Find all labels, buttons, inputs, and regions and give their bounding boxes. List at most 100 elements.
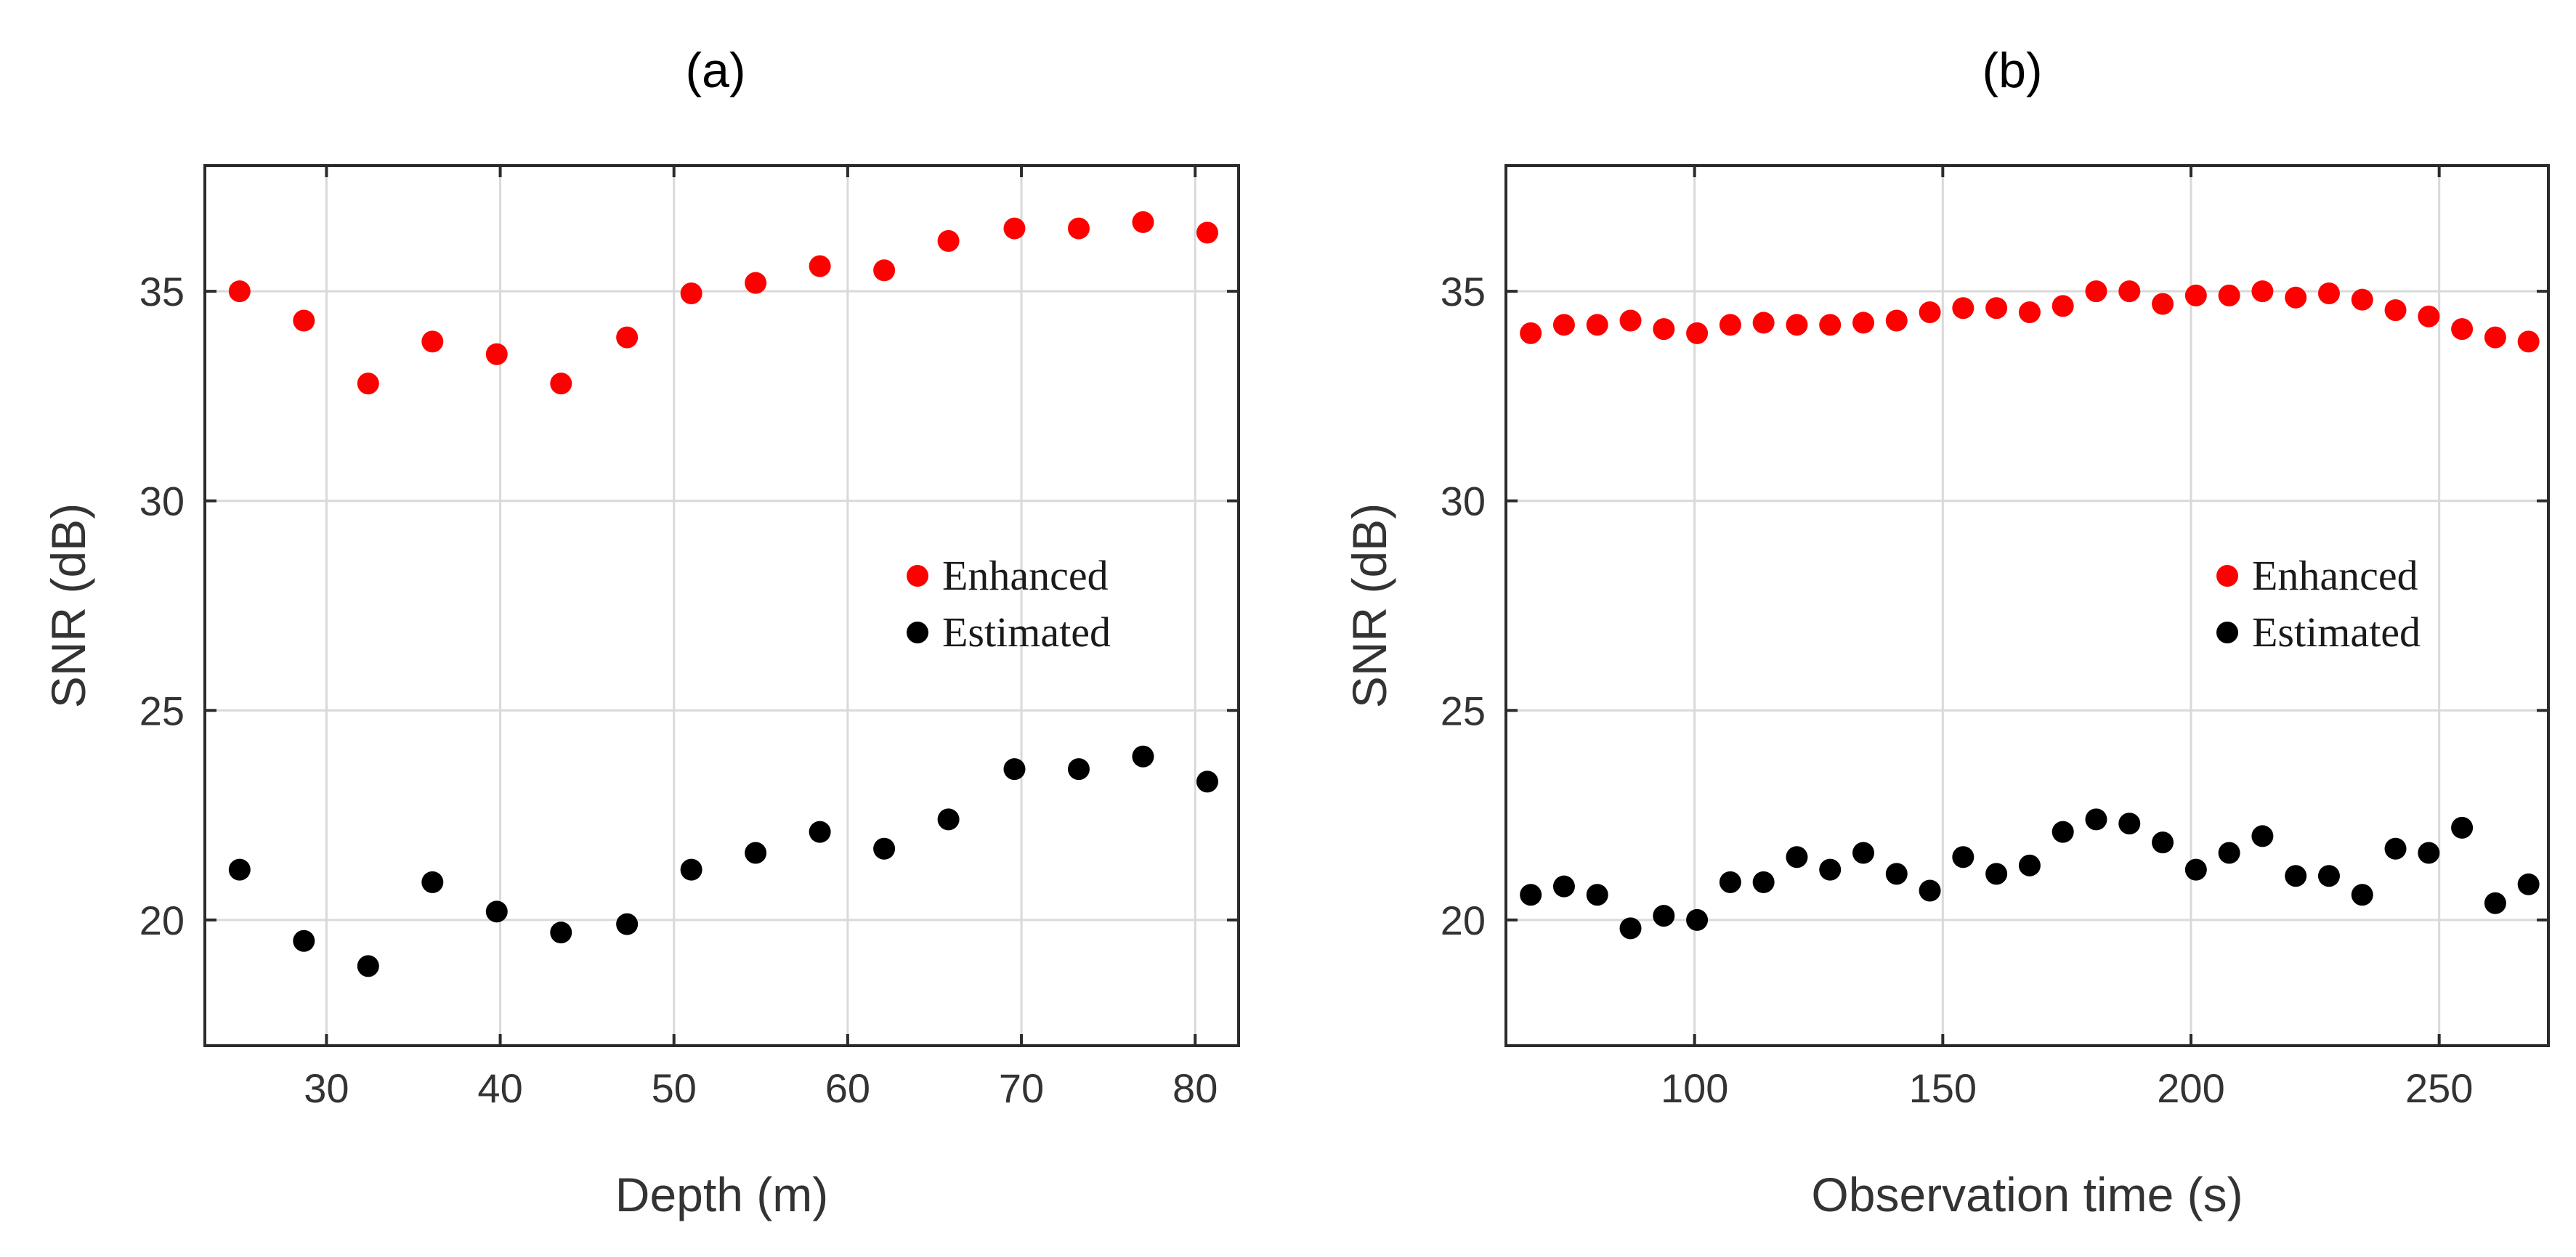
legend: Enhanced Estimated: [907, 552, 1111, 656]
data-point-enhanced: [2218, 284, 2240, 306]
x-axis-label: Depth (m): [615, 1168, 828, 1221]
data-point-enhanced: [2118, 280, 2141, 303]
data-point-enhanced: [873, 259, 896, 282]
y-tick-label: 20: [139, 898, 185, 943]
x-tick-label: 60: [825, 1065, 870, 1111]
series-enhanced: [1520, 280, 2540, 353]
chart-panel-1: (b) 100 150 200 250 20 25 30 35 Observation time …: [1342, 43, 2550, 1221]
data-point-enhanced: [1520, 322, 1542, 344]
data-point-estimated: [2184, 858, 2207, 881]
data-point-enhanced: [2285, 286, 2307, 309]
data-point-estimated: [1885, 863, 1908, 885]
data-point-estimated: [293, 929, 315, 952]
plot-area-frame: [203, 164, 1240, 1047]
plot-area-frame: [1504, 164, 2550, 1047]
data-point-enhanced: [2317, 282, 2340, 305]
data-point-estimated: [2251, 825, 2274, 847]
series-estimated: [228, 745, 1218, 977]
data-point-estimated: [2484, 892, 2506, 914]
data-point-enhanced: [1586, 314, 1608, 336]
data-point-enhanced: [1819, 314, 1842, 336]
data-point-estimated: [1686, 908, 1709, 931]
data-point-estimated: [1985, 863, 2008, 885]
x-tick-label: 80: [1172, 1065, 1218, 1111]
legend-marker-enhanced: [907, 565, 928, 587]
data-point-enhanced: [1196, 221, 1218, 244]
x-tick-label: 250: [2405, 1065, 2473, 1111]
data-point-enhanced: [2251, 280, 2274, 303]
data-point-estimated: [680, 858, 702, 881]
data-point-enhanced: [421, 330, 444, 353]
data-point-estimated: [1196, 770, 1218, 793]
data-point-estimated: [2018, 854, 2041, 876]
data-point-estimated: [2285, 865, 2307, 887]
y-axis-label: SNR (dB): [1342, 503, 1396, 708]
data-point-enhanced: [1852, 312, 1874, 334]
data-point-enhanced: [1619, 309, 1642, 332]
data-point-estimated: [873, 837, 896, 860]
data-point-enhanced: [2384, 299, 2407, 322]
data-point-estimated: [1719, 871, 1741, 893]
data-point-enhanced: [2517, 330, 2540, 353]
data-point-enhanced: [485, 343, 508, 365]
chart-title: (b): [1982, 43, 2042, 98]
data-point-enhanced: [1686, 322, 1709, 344]
data-point-enhanced: [2085, 280, 2107, 303]
data-point-estimated: [357, 955, 379, 977]
data-point-estimated: [2517, 873, 2540, 895]
x-tick-label: 30: [304, 1065, 349, 1111]
data-point-estimated: [228, 858, 251, 881]
data-point-estimated: [2052, 821, 2074, 843]
data-point-enhanced: [2052, 295, 2074, 317]
data-point-estimated: [1819, 858, 1842, 881]
x-tick-label: 70: [999, 1065, 1044, 1111]
data-point-estimated: [2418, 842, 2440, 864]
data-point-enhanced: [1003, 217, 1026, 240]
series-estimated: [1520, 808, 2540, 940]
legend-marker-estimated: [2216, 622, 2238, 643]
data-point-estimated: [1132, 745, 1154, 768]
data-point-estimated: [2218, 842, 2240, 864]
data-point-enhanced: [809, 255, 831, 277]
legend-label-enhanced: Enhanced: [2252, 552, 2418, 599]
data-point-estimated: [1752, 871, 1775, 893]
data-point-enhanced: [937, 229, 960, 252]
data-point-enhanced: [2451, 318, 2474, 341]
legend: Enhanced Estimated: [2216, 552, 2421, 656]
data-point-enhanced: [1653, 318, 1675, 341]
data-point-estimated: [616, 913, 639, 935]
x-tick-label: 50: [652, 1065, 697, 1111]
y-tick-label: 30: [139, 479, 185, 524]
y-tick-label: 35: [139, 269, 185, 314]
data-point-estimated: [745, 842, 767, 864]
data-point-estimated: [1067, 758, 1090, 781]
x-tick-label: 150: [1909, 1065, 1977, 1111]
data-point-enhanced: [293, 309, 315, 332]
data-point-enhanced: [745, 272, 767, 294]
data-point-estimated: [2384, 837, 2407, 860]
data-point-estimated: [809, 821, 831, 843]
data-point-enhanced: [680, 282, 702, 305]
data-point-estimated: [485, 900, 508, 923]
y-tick-label: 35: [1441, 269, 1486, 314]
data-point-enhanced: [1919, 301, 1941, 323]
data-point-estimated: [1619, 917, 1642, 940]
x-axis-label: Observation time (s): [1811, 1168, 2243, 1221]
y-tick-label: 25: [1441, 688, 1486, 733]
data-point-enhanced: [357, 373, 379, 395]
data-point-enhanced: [1752, 312, 1775, 334]
data-point-estimated: [550, 922, 572, 944]
data-point-enhanced: [1067, 217, 1090, 240]
chart-title: (a): [685, 43, 745, 98]
y-tick-label: 20: [1441, 898, 1486, 943]
chart-panel-0: (a) 30 40 50 60 70 80 20 25 30 35 Depth (m) SNR (dB)…: [41, 43, 1240, 1221]
data-point-estimated: [2085, 808, 2107, 831]
data-point-estimated: [2152, 831, 2174, 854]
data-point-enhanced: [1719, 314, 1741, 336]
data-point-estimated: [1520, 884, 1542, 906]
x-tick-label: 200: [2157, 1065, 2224, 1111]
data-point-estimated: [1852, 842, 1874, 864]
data-point-enhanced: [1132, 211, 1154, 233]
data-point-enhanced: [2351, 288, 2373, 311]
data-point-estimated: [1653, 905, 1675, 927]
